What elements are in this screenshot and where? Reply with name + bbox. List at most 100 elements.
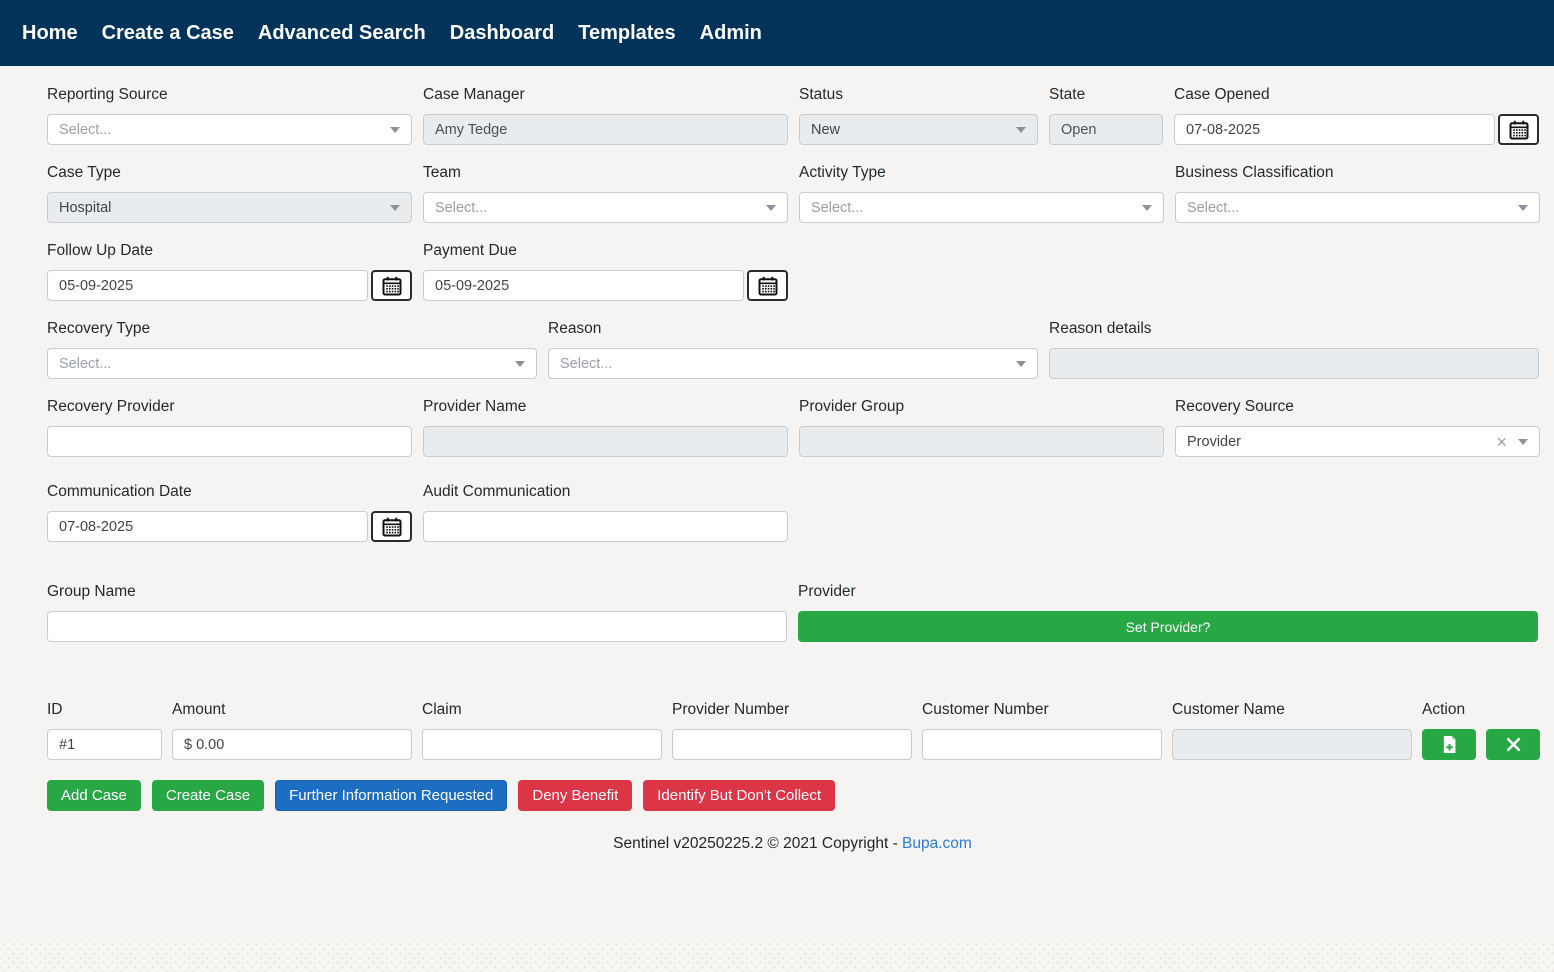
calendar-icon: [1509, 120, 1529, 139]
page-background: [0, 940, 1554, 972]
item-id-input[interactable]: [47, 729, 162, 760]
chevron-down-icon: [390, 204, 400, 211]
group-name-input[interactable]: [47, 611, 787, 642]
reporting-source-placeholder: Select...: [59, 121, 112, 138]
provider-label: Provider: [798, 583, 856, 600]
activity-type-placeholder: Select...: [811, 199, 864, 216]
create-case-button[interactable]: Create Case: [151, 780, 265, 811]
calendar-icon: [758, 276, 778, 295]
payment-due-label: Payment Due: [423, 242, 517, 259]
chevron-down-icon: [1142, 204, 1152, 211]
recovery-source-select[interactable]: Provider ×: [1175, 426, 1540, 457]
follow-up-date-input[interactable]: [47, 270, 368, 301]
recovery-provider-label: Recovery Provider: [47, 398, 175, 415]
payment-due-calendar-button[interactable]: [747, 270, 788, 301]
business-classification-select[interactable]: Select...: [1175, 192, 1540, 223]
chevron-down-icon: [1016, 126, 1026, 133]
item-claim-label: Claim: [422, 701, 462, 718]
follow-up-date-label: Follow Up Date: [47, 242, 153, 259]
reporting-source-label: Reporting Source: [47, 86, 168, 103]
item-provider-number-input[interactable]: [672, 729, 912, 760]
nav-item-dashboard[interactable]: Dashboard: [449, 21, 555, 44]
case-manager-field: [423, 114, 788, 145]
bupa-link[interactable]: Bupa.com: [902, 835, 972, 852]
remove-claim-line-button[interactable]: [1486, 729, 1540, 760]
case-type-value: Hospital: [59, 199, 112, 216]
reason-select[interactable]: Select...: [548, 348, 1038, 379]
payment-due-date-input[interactable]: [423, 270, 744, 301]
item-customer-name-field: [1172, 729, 1412, 760]
chevron-down-icon: [766, 204, 776, 211]
status-select: New: [799, 114, 1038, 145]
item-customer-number-input[interactable]: [922, 729, 1162, 760]
top-navbar: Home Create a Case Advanced Search Dashb…: [0, 0, 1554, 66]
status-value: New: [811, 121, 841, 138]
case-type-label: Case Type: [47, 164, 121, 181]
file-plus-icon: [1443, 735, 1455, 754]
item-customer-name-label: Customer Name: [1172, 701, 1285, 718]
item-action-label: Action: [1422, 701, 1466, 718]
identify-but-dont-collect-button[interactable]: Identify But Don't Collect: [643, 780, 836, 811]
audit-communication-input[interactable]: [423, 511, 788, 542]
communication-date-calendar-button[interactable]: [371, 511, 412, 542]
business-classification-label: Business Classification: [1175, 164, 1334, 181]
item-claim-input[interactable]: [422, 729, 662, 760]
case-opened-calendar-button[interactable]: [1498, 114, 1539, 145]
provider-group-field: [799, 426, 1164, 457]
add-case-button[interactable]: Add Case: [47, 780, 141, 811]
item-customer-number-label: Customer Number: [922, 701, 1049, 718]
clear-icon[interactable]: ×: [1496, 431, 1507, 452]
group-name-label: Group Name: [47, 583, 136, 600]
recovery-source-value: Provider: [1187, 433, 1241, 450]
recovery-type-placeholder: Select...: [59, 355, 112, 372]
item-id-label: ID: [47, 701, 63, 718]
reason-placeholder: Select...: [560, 355, 613, 372]
item-amount-label: Amount: [172, 701, 226, 718]
reason-label: Reason: [548, 320, 602, 337]
case-form: Reporting Source Select... Case Manager …: [0, 66, 1554, 940]
nav-item-admin[interactable]: Admin: [699, 21, 762, 44]
communication-date-input[interactable]: [47, 511, 368, 542]
communication-date-label: Communication Date: [47, 483, 192, 500]
deny-benefit-button[interactable]: Deny Benefit: [518, 780, 633, 811]
set-provider-button[interactable]: Set Provider?: [798, 611, 1538, 642]
case-manager-label: Case Manager: [423, 86, 525, 103]
recovery-provider-input[interactable]: [47, 426, 412, 457]
chevron-down-icon: [390, 126, 400, 133]
team-placeholder: Select...: [435, 199, 488, 216]
close-icon: [1506, 737, 1520, 752]
chevron-down-icon: [1016, 360, 1026, 367]
reason-details-label: Reason details: [1049, 320, 1152, 337]
footer-version-text: Sentinel v20250225.2 © 2021 Copyright -: [613, 835, 898, 852]
activity-type-select[interactable]: Select...: [799, 192, 1164, 223]
chevron-down-icon: [1518, 204, 1528, 211]
reason-details-field: [1049, 348, 1539, 379]
case-opened-label: Case Opened: [1174, 86, 1270, 103]
activity-type-label: Activity Type: [799, 164, 886, 181]
nav-item-templates[interactable]: Templates: [578, 21, 676, 44]
follow-up-date-calendar-button[interactable]: [371, 270, 412, 301]
case-opened-date-input[interactable]: [1174, 114, 1495, 145]
chevron-down-icon: [1518, 438, 1528, 445]
calendar-icon: [382, 276, 402, 295]
add-claim-line-button[interactable]: [1422, 729, 1476, 760]
nav-item-advanced-search[interactable]: Advanced Search: [257, 21, 426, 44]
provider-name-label: Provider Name: [423, 398, 527, 415]
business-classification-placeholder: Select...: [1187, 199, 1240, 216]
audit-communication-label: Audit Communication: [423, 483, 571, 500]
team-select[interactable]: Select...: [423, 192, 788, 223]
reporting-source-select[interactable]: Select...: [47, 114, 412, 145]
provider-group-label: Provider Group: [799, 398, 905, 415]
status-label: Status: [799, 86, 843, 103]
nav-item-create-a-case[interactable]: Create a Case: [101, 21, 234, 44]
further-information-requested-button[interactable]: Further Information Requested: [275, 780, 508, 811]
state-label: State: [1049, 86, 1086, 103]
item-amount-input[interactable]: [172, 729, 412, 760]
item-provider-number-label: Provider Number: [672, 701, 790, 718]
recovery-type-select[interactable]: Select...: [47, 348, 537, 379]
case-type-select: Hospital: [47, 192, 412, 223]
team-label: Team: [423, 164, 461, 181]
recovery-source-label: Recovery Source: [1175, 398, 1294, 415]
provider-name-field: [423, 426, 788, 457]
nav-item-home[interactable]: Home: [22, 21, 78, 44]
